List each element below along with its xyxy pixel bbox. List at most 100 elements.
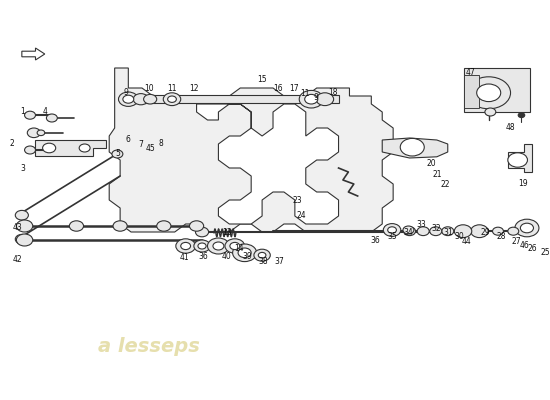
Text: 48: 48 [506, 124, 515, 132]
Circle shape [25, 146, 36, 154]
Circle shape [520, 223, 534, 233]
Circle shape [515, 219, 539, 237]
Circle shape [163, 93, 181, 106]
Text: 6: 6 [126, 136, 131, 144]
Circle shape [442, 227, 454, 236]
Text: 17: 17 [289, 84, 299, 93]
Text: 43: 43 [13, 223, 23, 232]
Text: 22: 22 [440, 180, 450, 189]
Text: 33: 33 [417, 220, 426, 229]
Circle shape [168, 96, 177, 102]
Text: 20: 20 [427, 160, 436, 168]
Circle shape [225, 239, 245, 253]
Text: 21: 21 [432, 170, 442, 178]
Text: 35: 35 [387, 232, 397, 241]
Bar [464, 75, 480, 108]
Text: 19: 19 [518, 180, 528, 188]
Text: 45: 45 [145, 144, 155, 153]
Text: 5: 5 [115, 150, 120, 158]
Text: 10: 10 [144, 84, 153, 93]
Circle shape [417, 227, 429, 236]
Circle shape [430, 227, 442, 236]
Circle shape [207, 238, 229, 254]
Circle shape [25, 111, 36, 119]
Circle shape [478, 227, 489, 235]
Text: 24: 24 [296, 211, 306, 220]
Circle shape [258, 252, 266, 258]
Text: 8: 8 [159, 140, 163, 148]
Text: 11: 11 [167, 84, 177, 93]
Circle shape [471, 225, 488, 238]
Circle shape [79, 144, 90, 152]
Circle shape [112, 150, 123, 158]
Bar [123, 95, 339, 103]
Circle shape [190, 221, 203, 231]
Circle shape [316, 93, 334, 106]
Circle shape [383, 224, 401, 236]
Text: 9: 9 [123, 88, 128, 97]
Circle shape [157, 221, 171, 231]
Circle shape [493, 227, 503, 235]
Text: 44: 44 [462, 238, 472, 246]
Polygon shape [196, 104, 339, 224]
Text: 36: 36 [198, 252, 208, 261]
Text: 30: 30 [455, 232, 465, 241]
Text: 46: 46 [519, 242, 529, 250]
Circle shape [181, 242, 190, 250]
Circle shape [388, 227, 397, 233]
Circle shape [37, 130, 45, 136]
Circle shape [254, 249, 270, 261]
Text: 36: 36 [371, 236, 381, 245]
Circle shape [195, 227, 208, 237]
Circle shape [454, 225, 472, 238]
Text: 12: 12 [189, 84, 199, 93]
Polygon shape [508, 144, 532, 172]
Circle shape [118, 92, 138, 106]
Circle shape [133, 94, 148, 105]
Circle shape [15, 210, 29, 220]
Text: 16: 16 [274, 84, 283, 93]
FancyBboxPatch shape [464, 68, 530, 112]
Circle shape [15, 234, 29, 244]
Circle shape [404, 227, 416, 236]
Text: 42: 42 [13, 255, 23, 264]
Circle shape [400, 138, 424, 156]
Circle shape [403, 226, 414, 234]
Text: 27: 27 [511, 238, 521, 246]
Text: 13: 13 [222, 228, 232, 237]
Text: 15: 15 [257, 76, 267, 84]
Text: 9: 9 [313, 94, 318, 102]
Text: 23: 23 [293, 196, 303, 205]
Circle shape [194, 240, 210, 252]
Text: 1: 1 [20, 108, 25, 116]
Circle shape [113, 221, 127, 231]
Circle shape [518, 113, 525, 118]
Circle shape [508, 227, 519, 235]
Circle shape [230, 242, 240, 250]
Polygon shape [36, 140, 107, 156]
Circle shape [123, 95, 134, 103]
Text: 40: 40 [222, 252, 232, 261]
Text: 3: 3 [20, 164, 25, 172]
Text: 39: 39 [242, 252, 252, 261]
Text: 25: 25 [540, 248, 550, 257]
Circle shape [16, 234, 33, 246]
Text: 11: 11 [300, 90, 310, 98]
Text: 7: 7 [139, 140, 144, 149]
Text: 28: 28 [497, 232, 506, 241]
Circle shape [198, 243, 206, 249]
Circle shape [485, 108, 496, 116]
Circle shape [176, 239, 195, 253]
Text: 41: 41 [180, 254, 189, 262]
Text: 31: 31 [443, 228, 453, 237]
Text: 37: 37 [274, 258, 284, 266]
Polygon shape [382, 138, 448, 158]
Circle shape [477, 84, 501, 102]
Polygon shape [109, 68, 393, 232]
Text: 2: 2 [10, 140, 14, 148]
Circle shape [299, 90, 323, 108]
Text: 18: 18 [328, 88, 338, 97]
Text: 14: 14 [234, 244, 244, 253]
Circle shape [144, 94, 157, 104]
Circle shape [16, 220, 33, 232]
